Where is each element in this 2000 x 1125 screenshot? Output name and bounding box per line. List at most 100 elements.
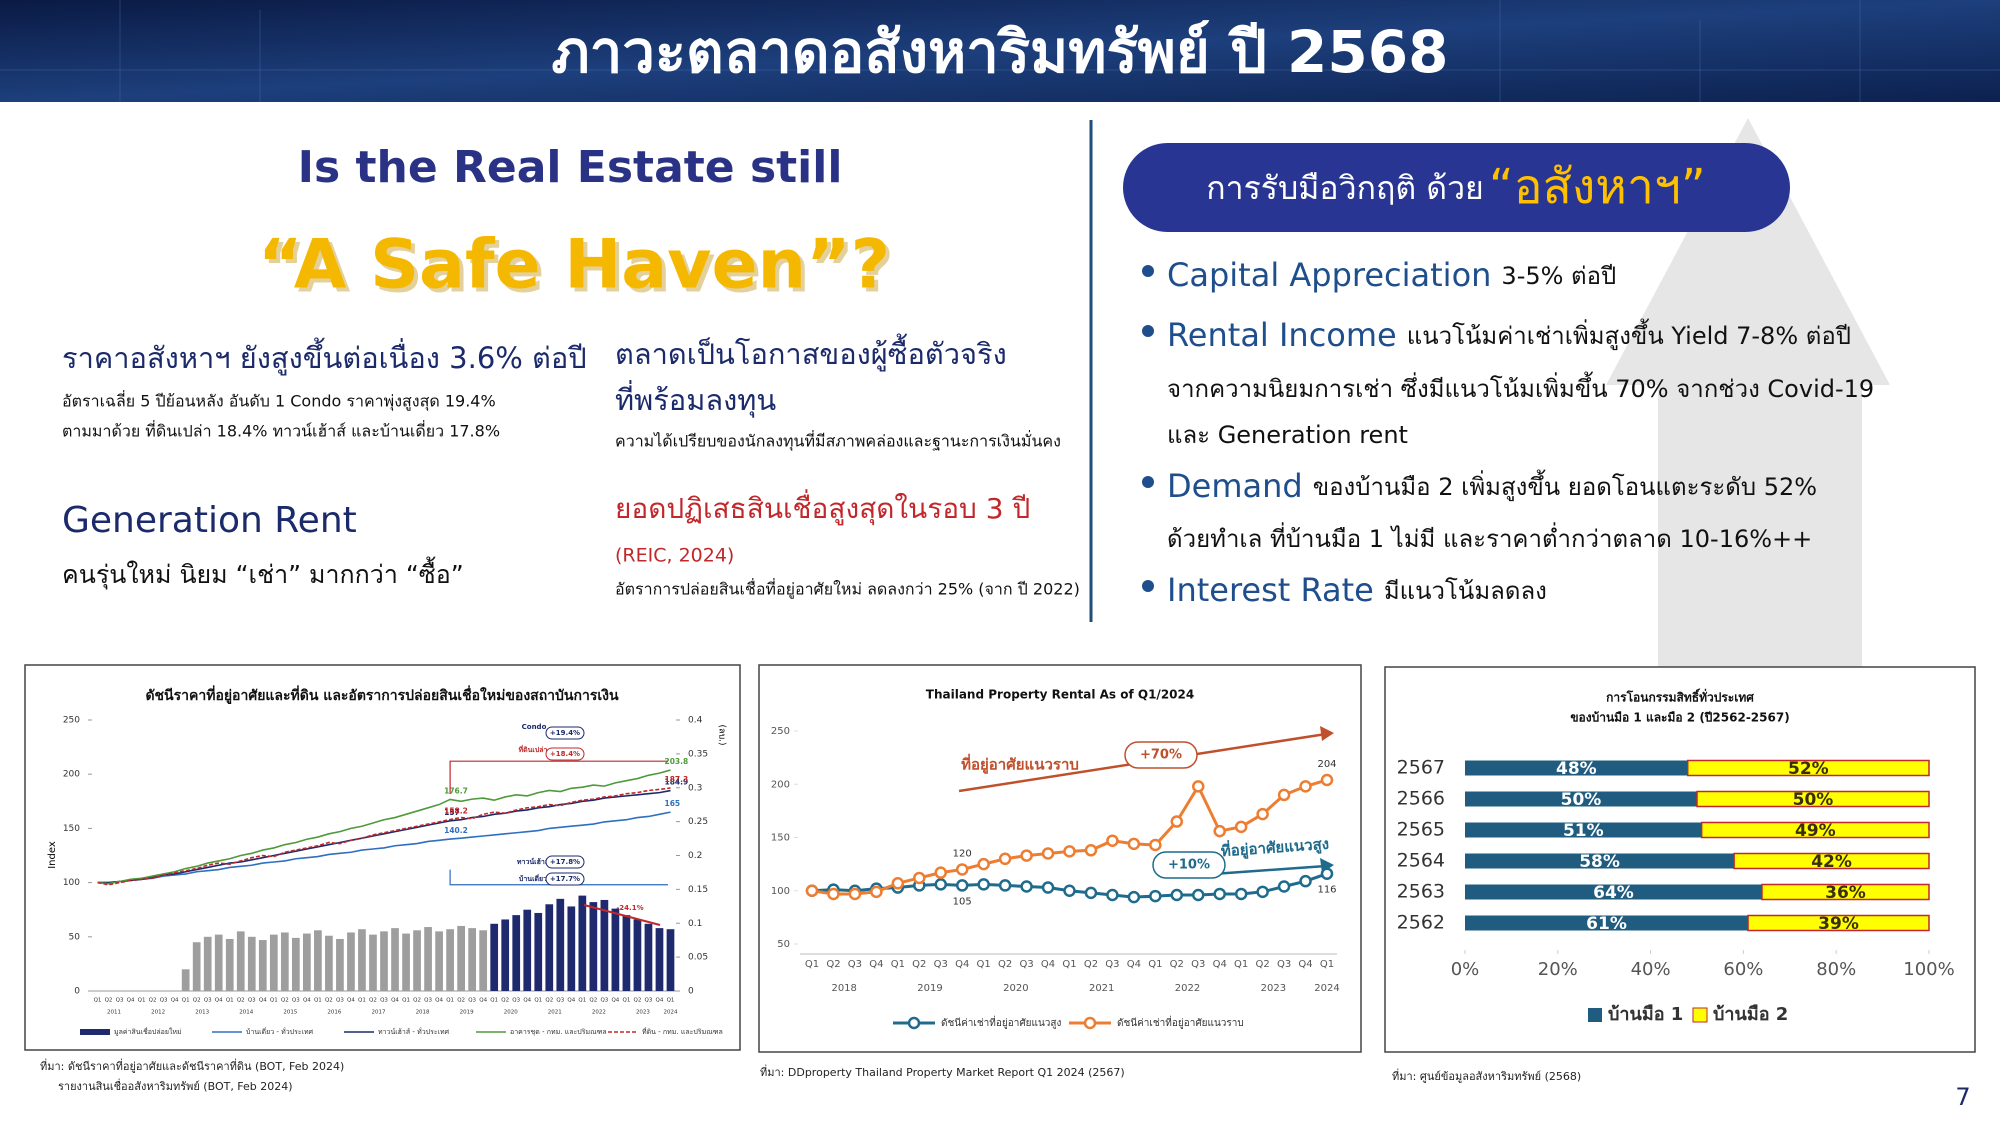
x-tick-label: Q4 [869, 959, 883, 970]
bar [1465, 822, 1702, 838]
annotation: Condo [522, 723, 547, 731]
pill [1123, 143, 1790, 232]
y2-tick-label: 0.3 [688, 783, 702, 793]
chart-panel [758, 664, 1362, 1053]
x-year-label: 2020 [504, 1010, 518, 1016]
x-tick-label: Q1 [578, 998, 586, 1004]
x-tick-label: Q2 [413, 998, 421, 1004]
block-title: Generation Rent [62, 500, 357, 541]
x-year-label: 2018 [416, 1010, 430, 1016]
bar [192, 942, 201, 991]
bar [247, 936, 256, 991]
bullet-line: และ Generation rent [1167, 421, 1408, 449]
point [934, 878, 947, 891]
bar [303, 933, 311, 991]
pill-highlight: “อสังหาฯ” [1489, 159, 1706, 215]
point [1020, 880, 1033, 893]
bar [512, 915, 521, 991]
bullet-dot [1142, 265, 1154, 277]
bar [611, 908, 620, 991]
legend-label: ดัชนีค่าเช่าที่อยู่อาศัยแนวราบ [1117, 1015, 1244, 1029]
block-line: ความได้เปรียบของนักลงทุนที่มีสภาพคล่องแล… [615, 430, 1061, 452]
point [1277, 880, 1291, 893]
x-tick-label: Q4 [955, 959, 969, 970]
bar [490, 923, 499, 991]
y-tick-label: 250 [63, 716, 80, 726]
x-tick-label: Q3 [468, 998, 476, 1004]
bar [258, 940, 267, 991]
x-tick-label: Q3 [248, 998, 256, 1004]
bar [291, 937, 300, 991]
point [955, 879, 969, 892]
annotation: +17.8% [550, 858, 580, 866]
annotation-box [545, 855, 585, 869]
y2-tick-label: 0.25 [688, 817, 708, 827]
bar [1747, 914, 1930, 932]
bar [280, 932, 289, 991]
source-note: รายงานสินเชื่ออสังหาริมทรัพย์ (BOT, Feb … [58, 1078, 293, 1093]
x-year-label: 2019 [460, 1010, 474, 1016]
point [870, 885, 883, 899]
source-note: ที่มา: ศูนย์ข้อมูลอสังหาริมทรัพย์ (2568) [1392, 1068, 1581, 1083]
x-tick-label: Q2 [1256, 959, 1270, 970]
x-year-label: 2022 [592, 1010, 606, 1016]
value-label: 36% [1825, 883, 1866, 903]
x-year-label: 2013 [195, 1010, 209, 1016]
y-tick-label: 200 [63, 770, 80, 780]
x-tick-label: Q3 [204, 998, 212, 1004]
x-tick-label: Q4 [1041, 959, 1055, 970]
point [934, 866, 947, 879]
x-year-label: 2021 [1089, 983, 1114, 994]
bullet-text: Demand ของบ้านมือ 2 เพิ่มสูงขึ้น ยอดโอนแต… [1167, 467, 1817, 505]
legend-swatch [1083, 1016, 1097, 1030]
point [848, 887, 862, 901]
block-line: คนรุ่นใหม่ นิยม “เช่า” มากกว่า “ซื้อ” [62, 556, 464, 590]
point [1320, 867, 1334, 880]
x-tick-label: Q1 [1062, 959, 1076, 970]
x-tick-label: Q4 [215, 998, 223, 1004]
x-tick-label: Q4 [611, 998, 619, 1004]
headline-shadow: “A Safe Haven”? [262, 230, 894, 309]
point-label: 116 [1317, 885, 1336, 896]
block-line: (REIC, 2024) [615, 545, 734, 567]
x-tick-label: 100% [1903, 959, 1954, 980]
x-tick-label: Q1 [358, 998, 366, 1004]
x-tick-label: Q3 [424, 998, 432, 1004]
bar [402, 933, 410, 991]
y2-tick-label: 0.35 [688, 749, 708, 759]
bar [391, 928, 399, 991]
value-label: 64% [1593, 883, 1634, 903]
bullet-text: Capital Appreciation 3-5% ต่อปี [1167, 256, 1616, 294]
point [1170, 815, 1184, 828]
bullet-dot [1142, 325, 1154, 337]
point [805, 884, 819, 897]
point [1063, 884, 1076, 897]
point [1084, 844, 1098, 857]
x-year-label: 2023 [636, 1010, 650, 1016]
annotation-box [545, 747, 585, 761]
x-tick-label: Q1 [226, 998, 234, 1004]
bar [203, 936, 212, 991]
bar [1761, 883, 1930, 901]
x-year-label: 2017 [371, 1010, 385, 1016]
point-label: 165 [664, 799, 680, 808]
bar [534, 912, 543, 991]
x-tick-label: Q3 [934, 959, 948, 970]
point-label: 176.7 [444, 786, 468, 795]
x-tick-label: Q3 [160, 998, 168, 1004]
point [977, 857, 990, 871]
x-tick-label: 20% [1538, 959, 1578, 980]
bar [589, 902, 598, 991]
bar [358, 929, 366, 991]
point [1234, 820, 1248, 834]
x-tick-label: Q4 [656, 998, 664, 1004]
y2-tick-label: 0.4 [688, 716, 703, 726]
value-label: 50% [1793, 790, 1834, 810]
x-year-label: 2022 [1175, 983, 1200, 994]
legend-label: ทาวน์เฮ้าส์ - ทั่วประเทศ [378, 1027, 450, 1036]
bullet-body: มีแนวโน้มลดลง [1384, 577, 1547, 605]
annotation: ทาวน์เฮ้าส์ [517, 857, 550, 866]
x-tick-label: Q4 [435, 998, 443, 1004]
bullet-body: 3-5% ต่อปี [1501, 262, 1616, 290]
x-tick-label: Q3 [1277, 959, 1291, 970]
